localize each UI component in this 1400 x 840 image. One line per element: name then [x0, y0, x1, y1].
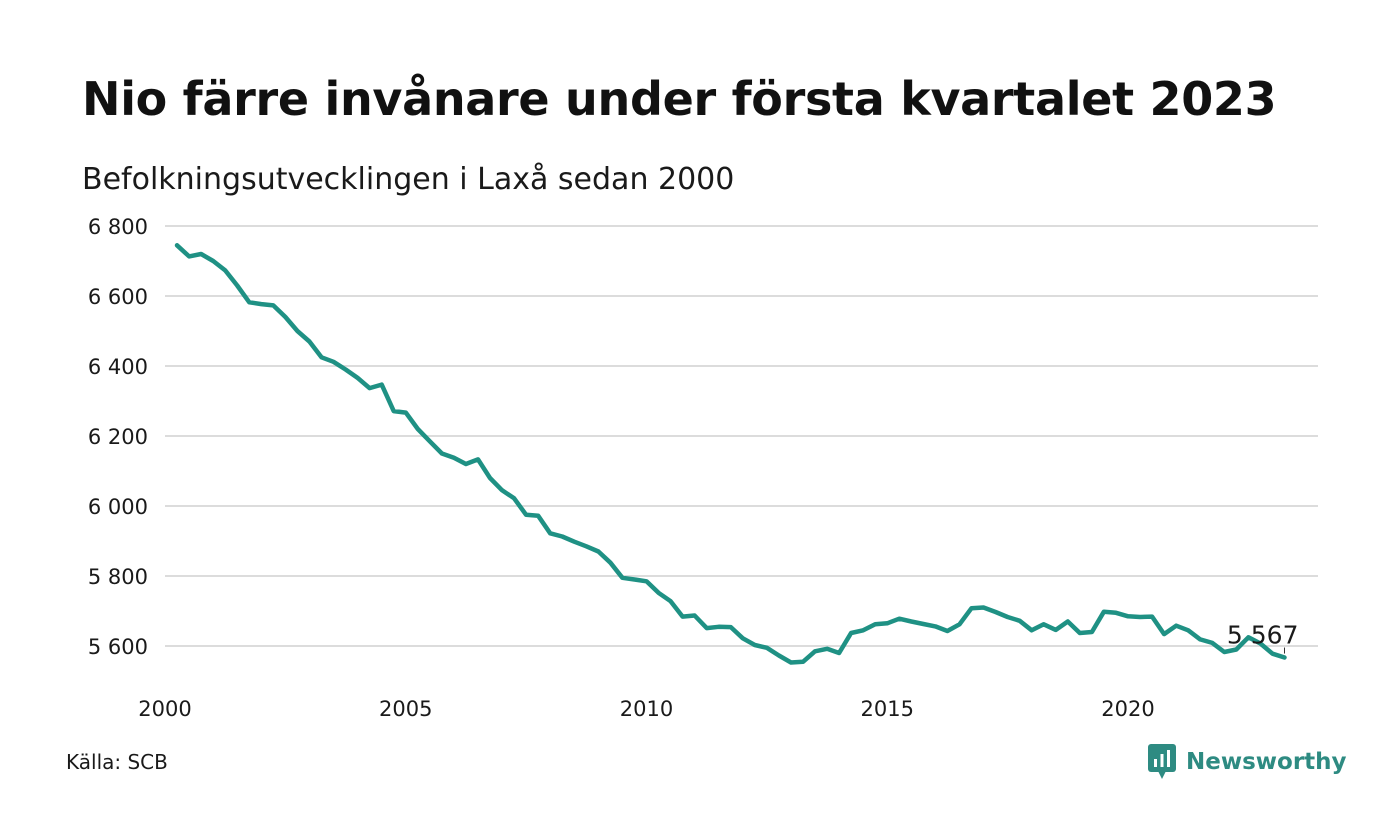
gridlines — [165, 225, 1318, 647]
x-tick-label: 2005 — [379, 697, 432, 721]
x-tick-label: 2000 — [138, 697, 191, 721]
y-tick-label: 5 600 — [88, 635, 148, 659]
y-axis: 5 600 5 800 6 000 6 200 6 400 6 600 6 800 — [88, 215, 148, 659]
end-value-label: 5 567 — [1227, 621, 1299, 650]
chart-title: Nio färre invånare under första kvartale… — [82, 72, 1277, 126]
y-tick-label: 5 800 — [88, 565, 148, 589]
x-tick-label: 2020 — [1101, 697, 1154, 721]
y-tick-label: 6 400 — [88, 355, 148, 379]
source-note: Källa: SCB — [66, 750, 168, 774]
x-tick-label: 2010 — [620, 697, 673, 721]
y-tick-label: 6 000 — [88, 495, 148, 519]
annotations: 5 567 — [1227, 621, 1299, 654]
brand-name: Newsworthy — [1186, 749, 1347, 775]
newsworthy-logo-icon — [1148, 744, 1176, 779]
series-line — [174, 243, 1287, 665]
y-tick-label: 6 200 — [88, 425, 148, 449]
x-axis: 2000 2005 2010 2015 2020 — [138, 697, 1154, 721]
y-tick-label: 6 600 — [88, 285, 148, 309]
y-tick-label: 6 800 — [88, 215, 148, 239]
chart-subtitle: Befolkningsutvecklingen i Laxå sedan 200… — [82, 162, 735, 197]
series-group — [174, 243, 1287, 665]
brand-logo: Newsworthy — [1148, 744, 1347, 780]
x-tick-label: 2015 — [861, 697, 914, 721]
